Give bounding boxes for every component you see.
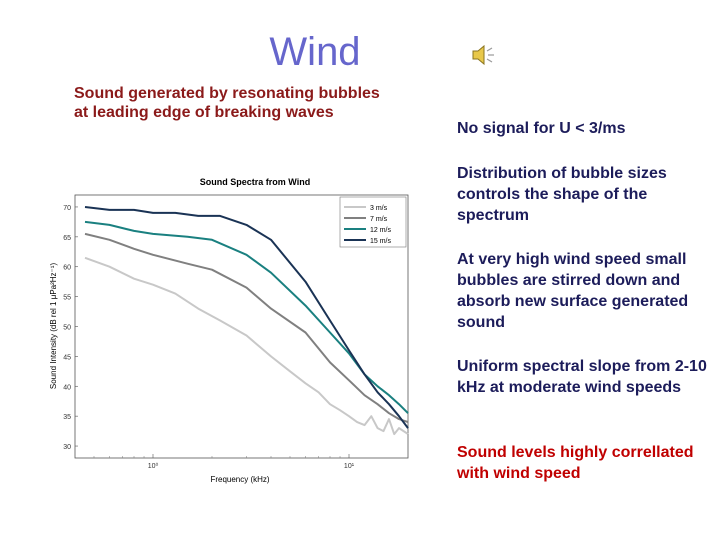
series-line-1 (84, 256, 409, 436)
series-line-2 (84, 232, 409, 424)
subtitle-line-2: at leading edge of breaking waves (74, 104, 334, 121)
y-tick-label: 30 (63, 444, 71, 451)
bullet-spectral-slope: Uniform spectral slope from 2-10 kHz at … (457, 358, 707, 396)
series-group (84, 206, 409, 436)
speaker-icon[interactable] (470, 42, 496, 68)
subtitle-line-1: Sound generated by resonating bubbles (74, 85, 380, 102)
series-line-4 (84, 206, 409, 429)
y-tick-label: 60 (63, 265, 71, 272)
x-tick-label: 10¹ (344, 463, 355, 470)
bullet-correlation: Sound levels highly correllated with win… (457, 444, 694, 482)
y-tick-label: 65 (63, 235, 71, 242)
x-tick-label: 10⁰ (148, 462, 159, 470)
y-axis-label: Sound Intensity (dB rel 1 μPa²Hz⁻¹) (49, 263, 58, 390)
y-axis: 30 35 40 45 50 55 60 65 70 (63, 205, 78, 451)
slide-title: Wind (269, 30, 361, 74)
bullet-bubble-distribution: Distribution of bubble sizes controls th… (457, 165, 667, 224)
x-axis-label: Frequency (kHz) (210, 475, 269, 484)
y-tick-label: 50 (63, 325, 71, 332)
legend-box (339, 196, 407, 248)
y-tick-label: 70 (63, 205, 71, 212)
legend-label: 15 m/s (370, 238, 392, 245)
bullet-no-signal: No signal for U < 3/ms (457, 120, 626, 137)
bullet-high-wind: At very high wind speed small bubbles ar… (457, 251, 689, 331)
chart-title: Sound Spectra from Wind (200, 177, 310, 187)
y-tick-label: 55 (63, 295, 71, 302)
x-axis: 10⁰ 10¹ (93, 454, 409, 470)
legend-label: 3 m/s (370, 205, 388, 212)
series-line-3 (84, 220, 409, 414)
legend-label: 12 m/s (370, 227, 392, 234)
y-tick-label: 35 (63, 414, 71, 421)
slide-subtitle: Sound generated by resonating bubbles at… (74, 84, 434, 122)
y-tick-label: 45 (63, 354, 71, 361)
legend: 3 m/s 7 m/s 12 m/s 15 m/s (339, 196, 407, 248)
legend-label: 7 m/s (370, 216, 388, 223)
y-tick-label: 40 (63, 384, 71, 391)
sound-spectra-chart: Sound Spectra from Wind 30 35 40 45 50 55 60 65… (49, 177, 409, 484)
